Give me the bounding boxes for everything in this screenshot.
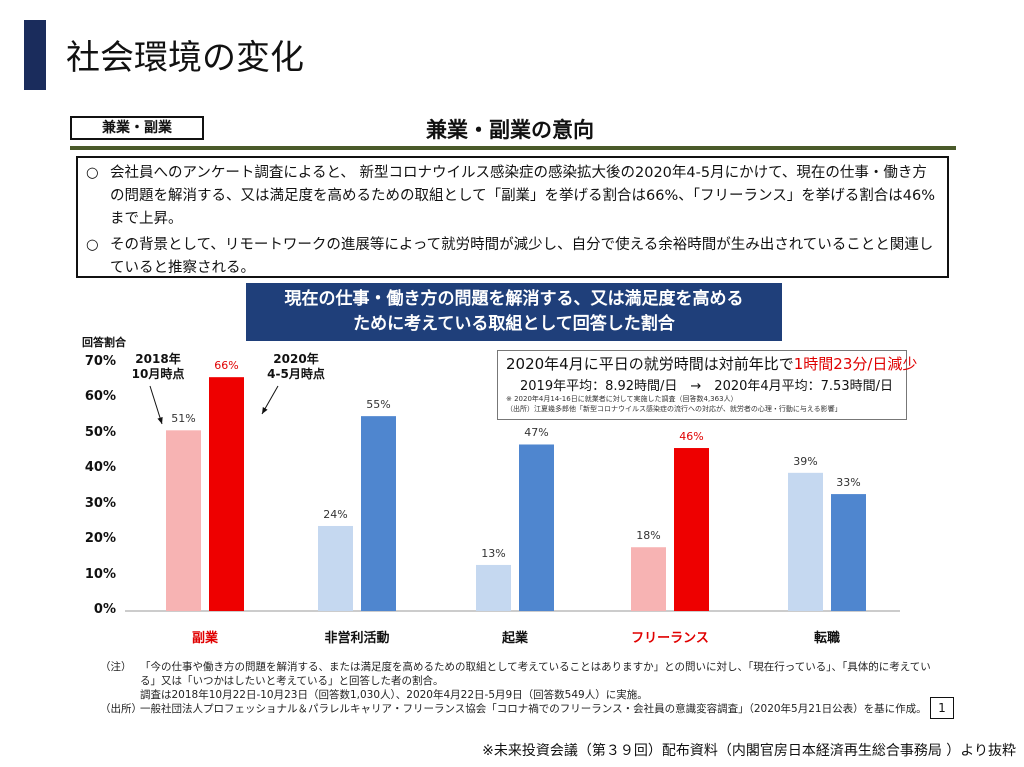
- x-category-label: 転職: [813, 631, 840, 646]
- bar-value-label: 47%: [524, 426, 549, 440]
- annotation-arrowhead: [262, 407, 268, 414]
- info-averages: 2019年平均：8.92時間/日 → 2020年4月平均：7.53時間/日: [520, 379, 893, 394]
- annotation-arrow: [149, 385, 163, 425]
- bar: [788, 472, 823, 611]
- info-note: ※ 2020年4月14-16日に就業者に対して実施した調査（回答数4,363人）: [506, 395, 738, 403]
- bar-value-label: 13%: [481, 546, 506, 560]
- bar-value-label: 24%: [323, 507, 348, 521]
- summary-bullet: ○ 会社員へのアンケート調査によると、 新型コロナウイルス感染症の感染拡大後の2…: [86, 162, 937, 231]
- bar-value-label: 55%: [366, 398, 391, 412]
- note-row: （注） 「今の仕事や働き方の問題を解消する、または満足度を高めるための取組として…: [100, 660, 940, 688]
- bar: [674, 448, 709, 611]
- note-key: [100, 688, 140, 702]
- annotation-arrowhead: [157, 417, 163, 424]
- page-title: 社会環境の変化: [66, 38, 304, 78]
- x-category-label: 非営利活動: [324, 631, 390, 646]
- bar-value-label: 18%: [636, 529, 661, 543]
- annotation-2020: 2020年 4-5月時点: [267, 352, 325, 381]
- bar: [166, 430, 201, 611]
- note-row: 調査は2018年10月22日-10月23日（回答数1,030人）、2020年4月…: [100, 688, 940, 702]
- summary-bullet: ○ その背景として、リモートワークの進展等によって就労時間が減少し、自分で使える…: [86, 234, 937, 280]
- bar: [209, 377, 244, 611]
- note-key: （注）: [100, 661, 132, 673]
- bar: [361, 416, 396, 611]
- y-tick-label: 60%: [84, 389, 116, 405]
- bar-value-label: 33%: [836, 476, 861, 490]
- y-tick-label: 40%: [84, 460, 116, 476]
- bullet-mark: ○: [86, 165, 99, 181]
- bar: [831, 494, 866, 611]
- note-text: 「今の仕事や働き方の問題を解消する、または満足度を高めるための取組として考えてい…: [140, 661, 931, 687]
- info-box: 2020年4月に平日の就労時間は対前年比で1時間23分/日減少 2019年平均：…: [497, 350, 917, 420]
- y-tick-label: 70%: [84, 354, 116, 369]
- note-text: 一般社団法人プロフェッショナル＆パラレルキャリア・フリーランス協会「コロナ禍での…: [140, 703, 927, 715]
- summary-bullet-text: その背景として、リモートワークの進展等によって就労時間が減少し、自分で使える余裕…: [110, 237, 934, 276]
- footer-source: ※未来投資会議（第３９回）配布資料（内閣官房日本経済再生総合事務局 ）より抜粋: [482, 743, 1016, 759]
- bar-value-label: 51%: [171, 412, 196, 426]
- bar-value-label: 46%: [679, 430, 704, 444]
- x-category-label: 副業: [191, 631, 218, 646]
- bar: [476, 564, 511, 611]
- y-tick-label: 10%: [84, 566, 116, 582]
- notes-section: （注） 「今の仕事や働き方の問題を解消する、または満足度を高めるための取組として…: [100, 660, 940, 716]
- section-tag: 兼業・副業: [70, 116, 204, 140]
- bar: [318, 525, 353, 611]
- bullet-mark: ○: [86, 237, 99, 253]
- info-headline-highlight: 1時間23分/日減少: [793, 355, 918, 373]
- heading-rule: [70, 146, 956, 150]
- summary-bullet-text: 会社員へのアンケート調査によると、 新型コロナウイルス感染症の感染拡大後の202…: [110, 165, 935, 227]
- note-text: 調査は2018年10月22日-10月23日（回答数1,030人）、2020年4月…: [140, 689, 648, 701]
- section-title: 兼業・副業の意向: [426, 118, 594, 142]
- info-headline-prefix: 2020年4月に平日の就労時間は対前年比で: [506, 355, 794, 373]
- y-tick-label: 0%: [93, 602, 116, 617]
- bar-value-label: 66%: [214, 359, 239, 373]
- note-key: （出所）: [100, 703, 142, 715]
- banner-line: 現在の仕事・働き方の問題を解消する、又は満足度を高める: [284, 289, 744, 309]
- annotation-2018: 2018年 10月時点: [131, 352, 185, 381]
- page-number: 1: [930, 697, 954, 719]
- banner-line: ために考えている取組として回答した割合: [353, 314, 675, 334]
- y-tick-label: 50%: [84, 424, 116, 440]
- info-source: （出所）江夏幾多郎他「新型コロナウイルス感染症の流行への対応が、就労者の心理・行…: [506, 405, 842, 413]
- chart-banner: 現在の仕事・働き方の問題を解消する、又は満足度を高める ために考えている取組とし…: [246, 283, 782, 341]
- title-accent-bar: [24, 20, 46, 90]
- summary-box: ○ 会社員へのアンケート調査によると、 新型コロナウイルス感染症の感染拡大後の2…: [76, 156, 949, 278]
- x-category-label: フリーランス: [631, 631, 709, 646]
- y-axis-label: 回答割合: [82, 336, 126, 349]
- bar: [631, 547, 666, 611]
- y-tick-label: 30%: [84, 495, 116, 511]
- x-category-label: 起業: [501, 631, 528, 646]
- info-headline: 2020年4月に平日の就労時間は対前年比で1時間23分/日減少: [506, 353, 917, 374]
- bar-value-label: 39%: [793, 454, 818, 468]
- y-tick-label: 20%: [84, 531, 116, 547]
- note-row: （出所） 一般社団法人プロフェッショナル＆パラレルキャリア・フリーランス協会「コ…: [100, 702, 940, 716]
- bar: [519, 444, 554, 611]
